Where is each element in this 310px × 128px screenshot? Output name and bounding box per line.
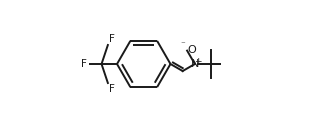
Text: F: F bbox=[108, 84, 114, 94]
Text: +: + bbox=[194, 57, 202, 66]
Text: ⁻: ⁻ bbox=[181, 40, 185, 49]
Text: F: F bbox=[81, 59, 87, 69]
Text: F: F bbox=[108, 34, 114, 44]
Text: O: O bbox=[188, 45, 197, 55]
Text: N: N bbox=[191, 59, 199, 69]
